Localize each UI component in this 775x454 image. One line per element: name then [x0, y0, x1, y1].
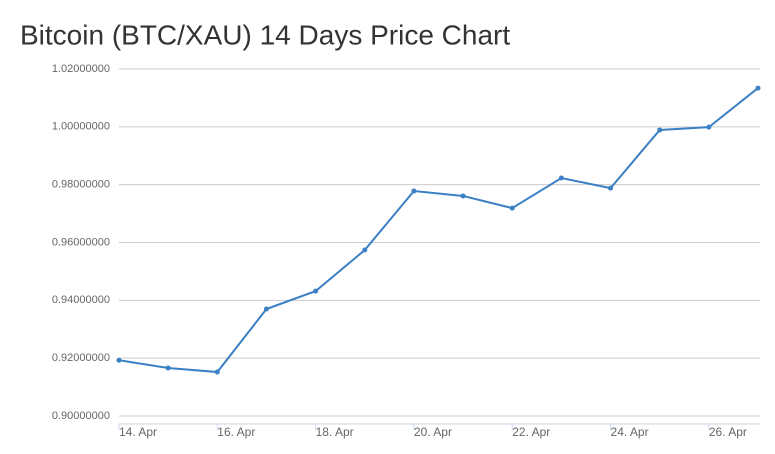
point — [755, 85, 761, 91]
point — [706, 124, 712, 130]
point — [263, 306, 269, 312]
point — [165, 365, 171, 371]
chart-title: Bitcoin (BTC/XAU) 14 Days Price Chart — [20, 19, 510, 50]
x-tick-label: 14. Apr — [119, 425, 157, 439]
y-tick-label: 0.94000000 — [52, 294, 110, 306]
x-tick-label: 20. Apr — [414, 425, 452, 439]
x-tick-label: 22. Apr — [512, 425, 550, 439]
point — [657, 127, 663, 133]
y-tick-label: 0.96000000 — [52, 236, 110, 248]
x-tick-label: 24. Apr — [611, 425, 649, 439]
point — [558, 175, 564, 181]
point — [313, 288, 319, 294]
x-tick-label: 16. Apr — [217, 425, 255, 439]
point — [460, 193, 466, 199]
point — [214, 369, 220, 375]
x-tick-label: 26. Apr — [709, 425, 747, 439]
y-tick-label: 0.98000000 — [52, 179, 110, 191]
line — [118, 87, 759, 374]
y-tick-label: 0.90000000 — [52, 410, 110, 422]
point — [509, 205, 515, 211]
point — [362, 247, 368, 253]
y-tick-label: 1.00000000 — [52, 121, 110, 133]
y-tick-label: 1.02000000 — [52, 63, 110, 75]
point — [411, 188, 417, 194]
point — [116, 357, 122, 363]
x-tick-label: 18. Apr — [316, 425, 354, 439]
point — [608, 185, 614, 191]
y-tick-label: 0.92000000 — [52, 352, 110, 364]
